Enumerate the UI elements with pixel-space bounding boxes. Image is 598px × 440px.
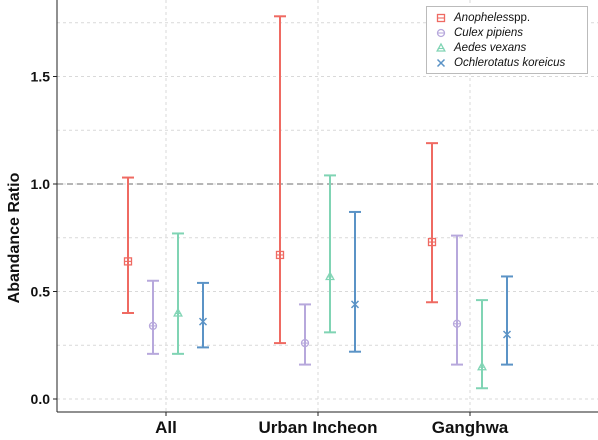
point-marker bbox=[173, 307, 183, 317]
point-marker bbox=[436, 42, 446, 52]
point-marker bbox=[436, 28, 446, 38]
y-axis-label: Abandance Ratio bbox=[6, 172, 23, 303]
point-marker bbox=[148, 321, 158, 331]
x-tick-label: Ganghwa bbox=[432, 418, 509, 437]
x-tick-label: All bbox=[155, 418, 177, 437]
point-marker bbox=[300, 338, 310, 348]
legend-item: Aedes vexans bbox=[433, 41, 526, 55]
legend-marker bbox=[436, 42, 446, 52]
legend-label: Culex pipiens bbox=[454, 27, 524, 39]
point-marker bbox=[427, 237, 437, 247]
y-tick-label: 0.5 bbox=[31, 284, 51, 300]
point-marker bbox=[452, 319, 462, 328]
point-marker bbox=[436, 13, 446, 23]
series-layer bbox=[122, 15, 513, 390]
point-marker bbox=[325, 271, 335, 281]
series-0 bbox=[122, 15, 438, 345]
legend-label: Ochlerotatus koreicus bbox=[454, 57, 566, 69]
point-marker bbox=[275, 250, 285, 260]
legend-label: Anopheles bbox=[454, 12, 509, 24]
point-marker bbox=[436, 58, 446, 68]
axes: 0.0 0.5 1.0 1.5 All Urban Incheon Ganghwa bbox=[31, 0, 598, 437]
legend-label: Aedes vexans bbox=[454, 42, 527, 54]
y-tick-label: 1.0 bbox=[31, 176, 51, 192]
series-2 bbox=[172, 174, 488, 390]
y-tick-label: 1.5 bbox=[31, 69, 51, 85]
series-1 bbox=[147, 234, 463, 366]
point-marker bbox=[502, 330, 512, 339]
legend-item: Anopheles spp. bbox=[433, 11, 530, 25]
series-3 bbox=[197, 210, 513, 366]
point-marker bbox=[198, 317, 208, 326]
x-tick-label: Urban Incheon bbox=[258, 418, 377, 437]
legend-item: Ochlerotatus koreicus bbox=[433, 56, 565, 70]
y-tick-label: 0.0 bbox=[31, 391, 51, 407]
legend-label-suffix: spp. bbox=[508, 12, 531, 24]
legend-marker bbox=[436, 58, 446, 68]
legend: Anopheles spp. Culex pipiens Aedes vexans O… bbox=[426, 6, 588, 74]
point-marker bbox=[350, 300, 360, 309]
legend-marker bbox=[436, 13, 446, 23]
legend-marker bbox=[436, 28, 446, 38]
point-marker bbox=[477, 361, 487, 371]
point-marker bbox=[123, 257, 133, 266]
legend-item: Culex pipiens bbox=[433, 26, 523, 40]
